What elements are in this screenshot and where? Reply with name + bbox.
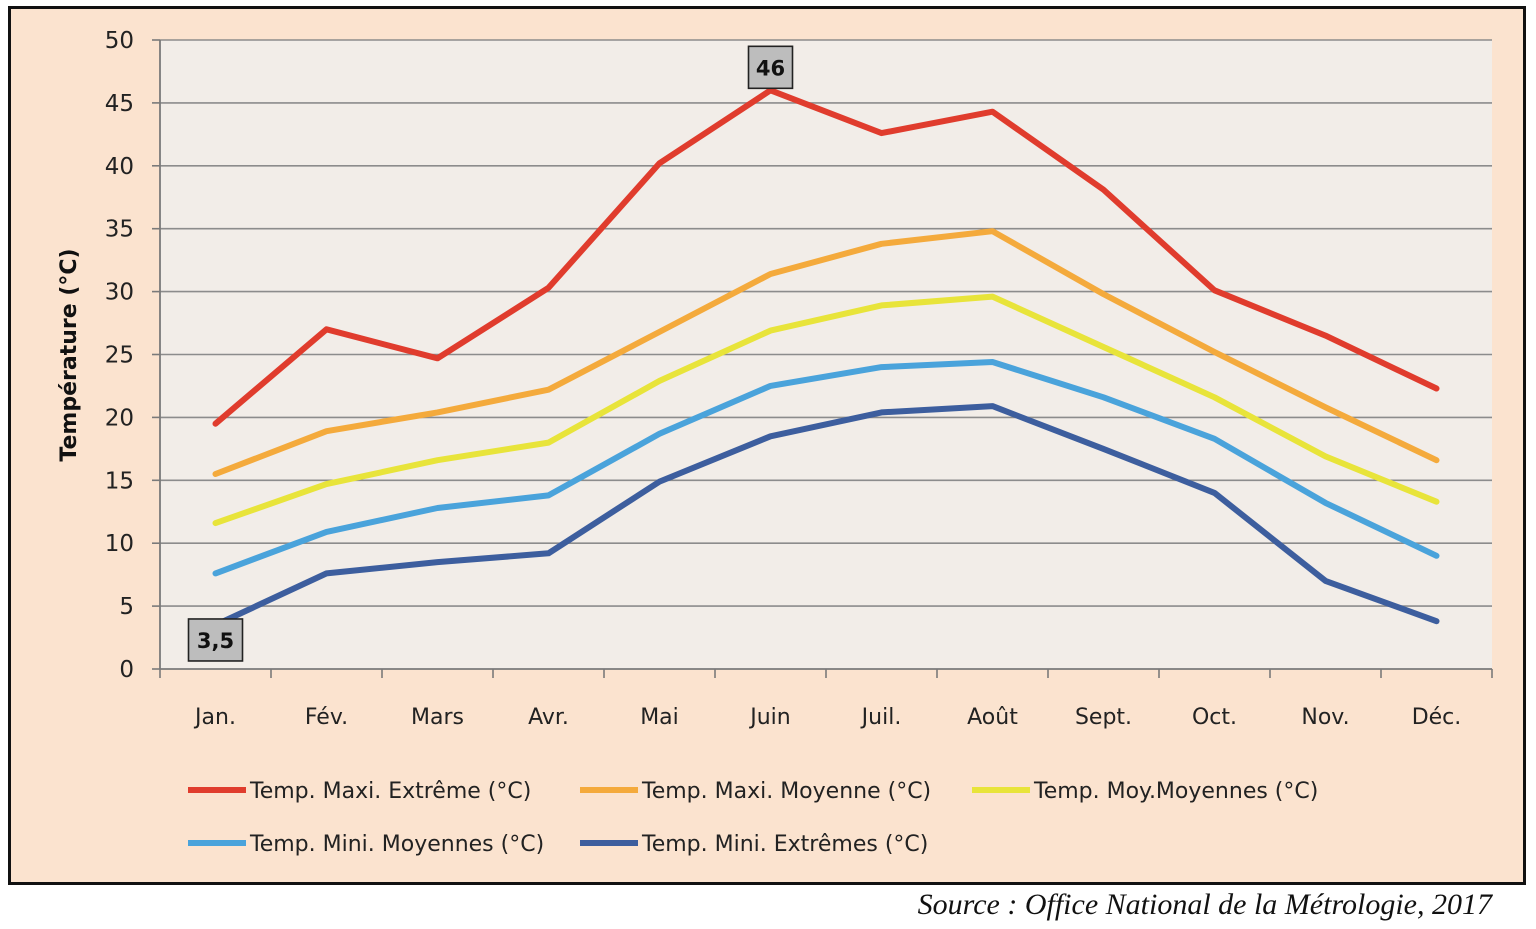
- callout-box: [187, 618, 244, 662]
- y-tick-label: 30: [105, 280, 134, 306]
- annotations: 463,5: [187, 45, 794, 662]
- data-callout: 3,5: [187, 618, 244, 662]
- x-tick-label: Août: [967, 705, 1018, 730]
- y-tick-label: 35: [105, 217, 134, 243]
- y-tick-label: 20: [105, 405, 134, 431]
- axes: [152, 39, 1493, 678]
- x-tick-label: Mai: [640, 705, 679, 730]
- data-label: 46: [756, 56, 785, 80]
- callout-box: [747, 45, 794, 90]
- data-label: 3,5: [197, 629, 234, 653]
- x-tick-labels: Jan. Fév. Mars Avr. Mai Juin Juil. Août Sept. Oct…: [193, 705, 1461, 730]
- y-tick-label: 50: [105, 28, 134, 54]
- legend-label: Temp. Mini. Extrêmes (°C): [641, 832, 928, 857]
- y-tick-label: 40: [105, 154, 134, 180]
- series-line: [212, 87, 1440, 427]
- y-tick-labels: 0 5 10 15 20 25 30 35 40 45 50: [105, 28, 134, 683]
- series-line: [212, 228, 1440, 477]
- x-tick-label: Juin: [748, 705, 791, 730]
- series-lines: [212, 87, 1440, 628]
- series-line: [212, 293, 1440, 527]
- gridlines: [160, 39, 1492, 607]
- x-tick-label: Oct.: [1192, 705, 1237, 730]
- x-tick-label: Nov.: [1301, 705, 1349, 730]
- y-tick-label: 45: [105, 91, 134, 117]
- series-line: [212, 403, 1440, 628]
- y-tick-label: 10: [105, 531, 134, 557]
- legend-label: Temp. Moy.Moyennes (°C): [1033, 779, 1318, 804]
- y-tick-label: 15: [105, 468, 134, 494]
- legend: Temp. Maxi. Extrême (°C) Temp. Maxi. Moye…: [188, 779, 1318, 857]
- legend-label: Temp. Maxi. Moyenne (°C): [641, 779, 931, 804]
- x-tick-label: Jan.: [193, 705, 236, 730]
- legend-item: Temp. Maxi. Moyenne (°C): [580, 779, 931, 804]
- legend-item: Temp. Mini. Moyennes (°C): [188, 832, 544, 857]
- x-tick-label: Mars: [411, 705, 464, 730]
- x-tick-label: Déc.: [1412, 705, 1462, 730]
- source-note: Source : Office National de la Métrologi…: [917, 888, 1492, 921]
- legend-item: Temp. Maxi. Extrême (°C): [188, 779, 531, 804]
- x-tick-label: Juil.: [860, 705, 902, 730]
- legend-label: Temp. Maxi. Extrême (°C): [249, 779, 531, 804]
- y-tick-label: 0: [119, 657, 134, 683]
- x-tick-label: Fév.: [305, 705, 348, 730]
- legend-item: Temp. Mini. Extrêmes (°C): [580, 832, 928, 857]
- y-tick-label: 25: [105, 343, 134, 369]
- y-axis-title: Température (°C): [57, 248, 82, 461]
- y-tick-label: 5: [119, 594, 134, 620]
- x-tick-label: Sept.: [1075, 705, 1132, 730]
- legend-item: Temp. Moy.Moyennes (°C): [972, 779, 1318, 804]
- x-tick-label: Avr.: [528, 705, 569, 730]
- data-callout: 46: [747, 45, 794, 90]
- series-line: [212, 359, 1440, 577]
- legend-label: Temp. Mini. Moyennes (°C): [249, 832, 544, 857]
